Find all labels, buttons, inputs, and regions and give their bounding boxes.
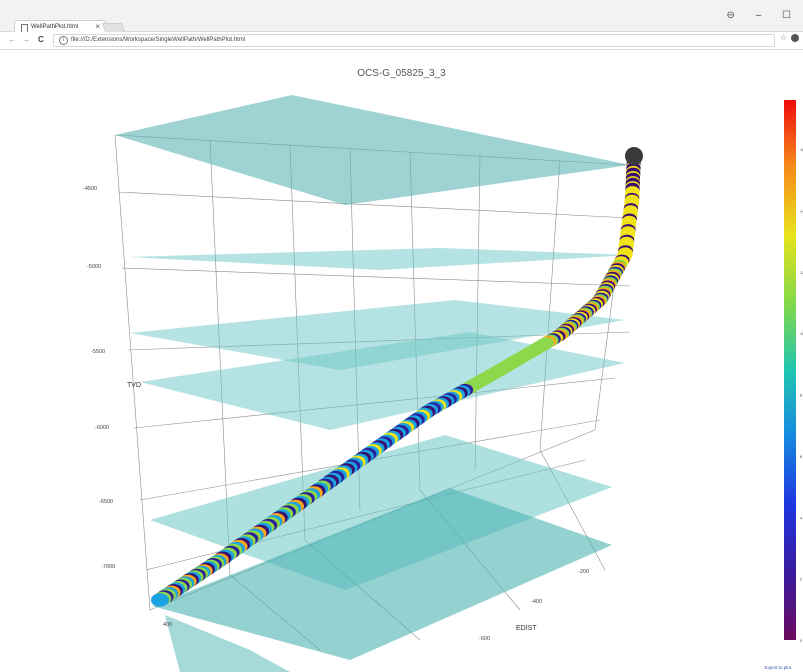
x-tick: -400 [531, 599, 543, 605]
minimize-button[interactable]: – [755, 10, 762, 21]
account-icon[interactable]: ⊖ [726, 10, 735, 21]
close-tab-icon[interactable]: × [95, 22, 100, 31]
well-path-top [625, 147, 643, 165]
plot-area[interactable]: OCS-G_05825_3_3 [0, 50, 803, 672]
plot-3d-canvas[interactable]: 0 2 4 6 8 10 12 14 16 [0, 50, 803, 672]
x-axis-label: EDIST [516, 625, 537, 632]
bookmark-star-icon[interactable]: ☆ [779, 33, 787, 42]
colorbar-tick-label: 0 [800, 638, 803, 643]
window-controls: ⊖ – ☐ [709, 10, 791, 21]
url-field[interactable]: i file:///D:/Extensions/Workspace/Single… [53, 34, 775, 47]
reload-button[interactable]: C [38, 35, 44, 44]
export-link[interactable]: Export to plot [764, 665, 791, 670]
colorbar-tick-label: 8 [800, 393, 803, 398]
back-button[interactable]: ← [8, 35, 16, 44]
x-tick: -600 [479, 636, 491, 642]
z-tick: -5000 [87, 264, 102, 270]
horizon-plane-3 [130, 300, 625, 370]
well-path [151, 147, 643, 607]
horizon-plane-5 [150, 435, 612, 590]
horizon-plane-4 [140, 332, 625, 430]
well-path-point [151, 593, 169, 607]
horizon-plane-1 [115, 95, 630, 205]
colorbar-ticks: 0 2 4 6 8 10 12 14 16 [800, 147, 803, 643]
maximize-button[interactable]: ☐ [782, 10, 791, 21]
colorbar [784, 100, 796, 640]
z-tick: -4500 [83, 186, 98, 192]
colorbar-tick-label: 6 [800, 454, 803, 459]
title-bar: WellPathPlot.html × ⊖ – ☐ [0, 0, 803, 34]
colorbar-tick-label: 16 [800, 147, 803, 152]
z-axis-label: TVD [127, 382, 141, 389]
horizon-plane-7 [165, 615, 290, 672]
url-text[interactable]: file:///D:/Extensions/Workspace/SingleWe… [71, 37, 246, 43]
address-bar: ← → C i file:///D:/Extensions/Workspace/… [0, 32, 803, 50]
z-tick: -6000 [95, 425, 110, 431]
tab-title: WellPathPlot.html [31, 24, 79, 30]
z-tick: -6500 [99, 499, 114, 505]
y-tick: 400 [163, 622, 173, 628]
forward-button[interactable]: → [22, 35, 30, 44]
colorbar-tick-label: 4 [800, 515, 803, 520]
horizon-plane-6 [152, 488, 612, 660]
colorbar-tick-label: 2 [800, 577, 803, 582]
z-tick: -7000 [101, 564, 116, 570]
colorbar-tick-label: 12 [800, 270, 803, 275]
colorbar-tick-label: 14 [800, 209, 803, 214]
plot-title: OCS-G_05825_3_3 [357, 68, 446, 79]
extension-icon[interactable] [791, 34, 799, 42]
colorbar-tick-label: 10 [800, 331, 803, 336]
horizon-plane-2 [128, 248, 630, 270]
horizon-planes [115, 95, 630, 672]
info-icon[interactable]: i [59, 36, 68, 45]
z-tick: -5500 [91, 349, 106, 355]
x-tick: -200 [578, 569, 590, 575]
